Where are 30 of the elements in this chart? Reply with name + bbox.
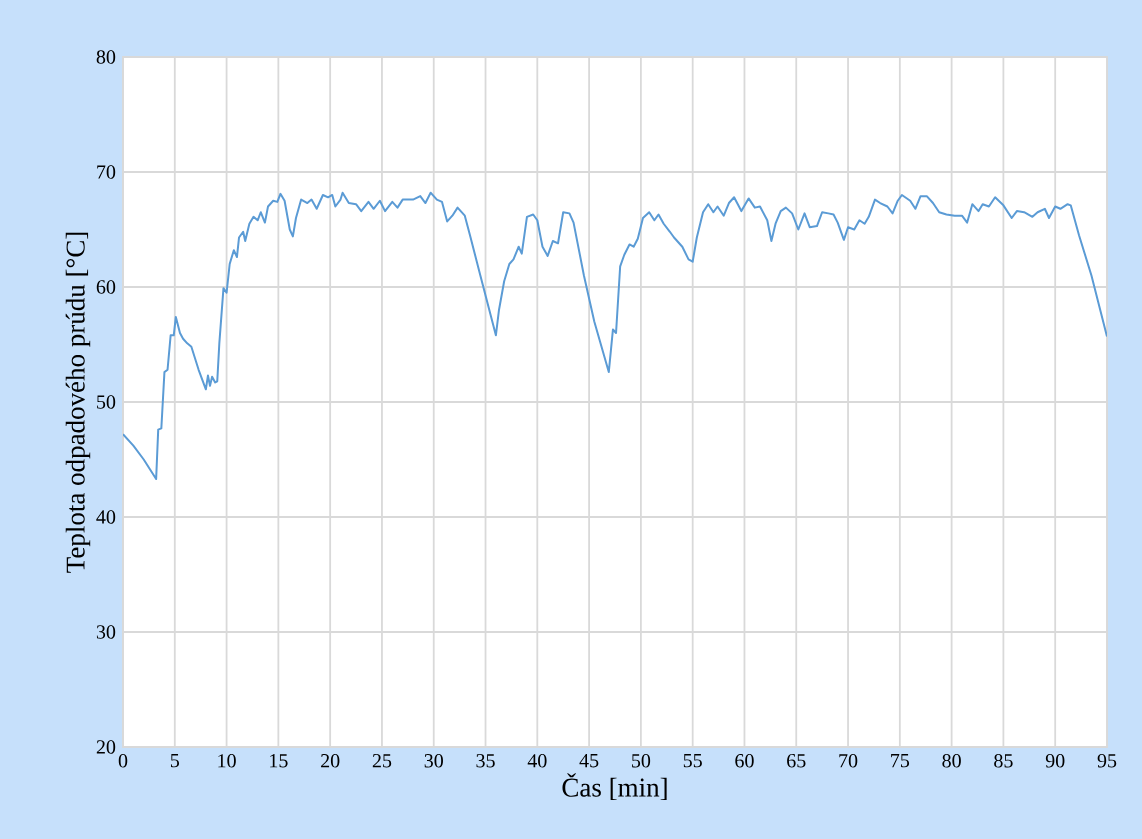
- y-tick-label: 40: [96, 510, 116, 524]
- x-tick-label: 40: [527, 754, 547, 768]
- line-series: [123, 191, 1107, 481]
- x-tick-label: 90: [1045, 754, 1065, 768]
- x-tick-label: 95: [1097, 754, 1117, 768]
- y-tick-label: 30: [96, 625, 116, 639]
- x-tick-label: 75: [891, 754, 910, 768]
- x-tick-label: 35: [476, 754, 495, 768]
- x-tick-label: 65: [787, 754, 806, 768]
- x-tick-label: 15: [270, 754, 288, 768]
- x-tick-label: 45: [579, 754, 599, 768]
- x-tick-label: 10: [218, 754, 236, 768]
- x-tick-label: 25: [372, 754, 392, 768]
- x-tick-label: 85: [994, 754, 1013, 768]
- y-tick-label: 60: [96, 280, 116, 294]
- x-tick-label: 60: [735, 754, 754, 768]
- x-tick-label: 50: [632, 754, 651, 768]
- x-tick-label: 80: [942, 754, 961, 768]
- x-tick-label: 20: [321, 754, 340, 768]
- y-tick-label: 70: [97, 165, 116, 179]
- y-tick-label: 80: [96, 50, 116, 64]
- y-tick-label: 20: [96, 740, 116, 754]
- x-axis-title: Čas [min]: [562, 773, 667, 801]
- y-axis-title: Teplota odpadového prúdu [°C]: [65, 232, 91, 573]
- x-tick-label: 55: [683, 754, 702, 768]
- x-tick-label: 30: [424, 754, 443, 768]
- y-tick-label: 50: [97, 395, 116, 409]
- x-tick-label: 70: [839, 754, 858, 768]
- x-tick-label: 0: [118, 754, 128, 768]
- x-tick-label: 5: [170, 754, 180, 768]
